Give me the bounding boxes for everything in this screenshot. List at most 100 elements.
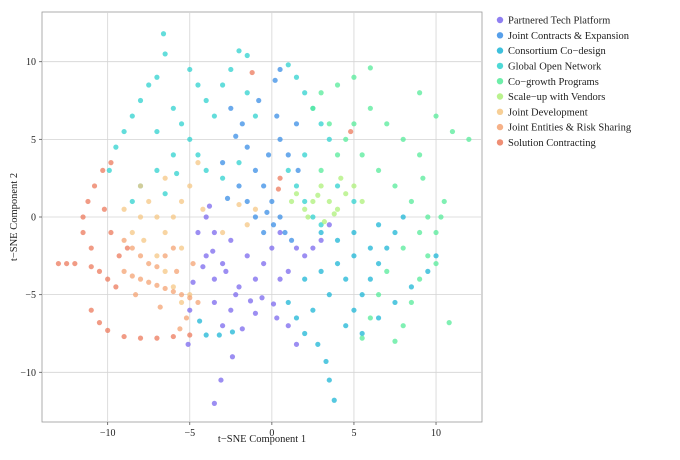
legend-marker (496, 16, 504, 24)
data-point (170, 214, 176, 220)
data-point (384, 121, 390, 127)
series-group (121, 160, 259, 306)
data-point (228, 237, 234, 243)
data-point (219, 82, 226, 88)
series-group (106, 31, 357, 228)
data-point (244, 52, 250, 59)
data-point (216, 332, 222, 338)
x-axis-title: t−SNE Component 1 (218, 434, 306, 445)
data-point (318, 121, 324, 127)
data-point (334, 82, 341, 88)
data-point (129, 245, 135, 251)
data-point (375, 222, 382, 228)
data-point (466, 136, 472, 142)
data-point (236, 160, 242, 166)
data-point (408, 198, 415, 205)
data-point (446, 320, 452, 326)
y-tick-label: 5 (31, 135, 36, 146)
series-group (310, 65, 472, 344)
data-point (203, 97, 209, 104)
data-point (211, 400, 217, 406)
data-point (187, 66, 193, 73)
data-point (359, 292, 365, 298)
series-group (185, 203, 332, 406)
y-tick-label: 10 (26, 57, 36, 68)
x-tick-label: 10 (431, 428, 441, 439)
data-point (132, 292, 139, 298)
data-point (154, 264, 160, 270)
data-point (359, 152, 365, 158)
data-point (392, 299, 398, 306)
data-point (293, 341, 300, 347)
y-axis-ticks: −10 −5 0 5 10 (20, 57, 42, 379)
data-point (318, 229, 324, 236)
data-point (334, 152, 341, 158)
data-point (244, 144, 250, 150)
data-point (400, 214, 406, 220)
data-point (210, 248, 216, 254)
data-point (105, 327, 111, 333)
legend-marker (496, 93, 504, 100)
data-point (170, 105, 176, 111)
x-tick-label: −10 (100, 428, 116, 439)
data-point (261, 260, 267, 267)
data-point (334, 206, 341, 212)
data-point (400, 323, 406, 329)
data-point (417, 229, 423, 236)
data-point (367, 245, 373, 251)
data-point (203, 253, 209, 259)
data-point (178, 299, 185, 306)
legend-marker (496, 32, 504, 39)
data-point (113, 144, 119, 150)
data-point (162, 229, 168, 236)
data-point (228, 307, 234, 313)
data-point (323, 358, 329, 365)
data-point (195, 152, 201, 158)
data-point (277, 276, 283, 282)
data-point (318, 268, 324, 274)
x-tick-label: 5 (351, 428, 356, 439)
data-point (392, 183, 398, 189)
data-point (302, 330, 308, 337)
data-point (185, 341, 191, 347)
data-point (334, 183, 341, 189)
data-point (338, 175, 344, 181)
data-point (285, 62, 291, 68)
data-point (108, 160, 114, 166)
data-point (162, 51, 168, 57)
data-point (187, 307, 193, 313)
data-point (162, 175, 168, 181)
data-point (252, 310, 259, 316)
series-group (121, 237, 201, 332)
data-point (105, 276, 111, 282)
data-point (219, 229, 226, 236)
data-point (195, 82, 201, 88)
legend-label: Scale−up with Vendors (508, 92, 605, 103)
data-point (293, 245, 300, 251)
data-point (116, 253, 122, 259)
data-point (331, 211, 337, 217)
data-point (261, 183, 267, 189)
data-point (367, 65, 373, 71)
data-point (239, 121, 245, 127)
data-point (326, 136, 332, 142)
data-point (302, 198, 308, 205)
data-point (146, 279, 152, 285)
data-point (121, 237, 127, 243)
data-point (64, 260, 70, 267)
data-point (315, 192, 321, 198)
data-point (121, 128, 127, 135)
data-point (310, 307, 316, 313)
data-point (177, 326, 183, 332)
data-point (417, 152, 423, 158)
data-point (124, 245, 130, 251)
data-point (195, 299, 201, 306)
data-point (310, 245, 316, 251)
data-point (236, 48, 242, 54)
series-group (197, 214, 439, 403)
data-point (315, 341, 321, 347)
data-point (211, 229, 217, 236)
data-point (170, 333, 176, 340)
data-point (302, 276, 308, 282)
